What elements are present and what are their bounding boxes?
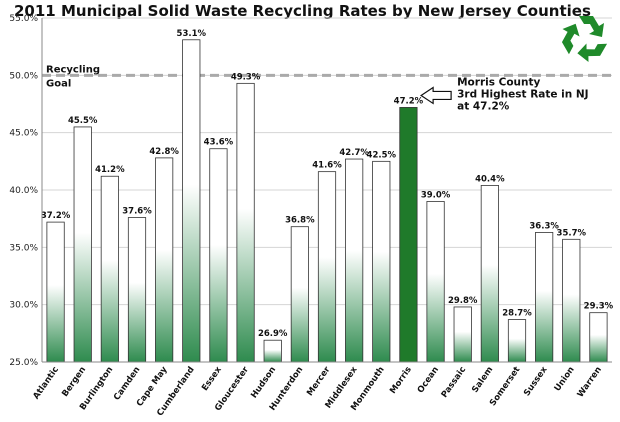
x-tick-label: Atlantic [31, 365, 61, 401]
data-label: 29.8% [448, 296, 478, 306]
data-label: 29.3% [584, 302, 614, 312]
bar-camden [127, 217, 147, 363]
data-label: 41.2% [95, 165, 125, 175]
x-tick-label: Mercer [305, 364, 333, 398]
x-tick-label: Ocean [416, 365, 441, 395]
data-label: 28.7% [502, 309, 532, 319]
data-label: 53.1% [177, 29, 207, 39]
data-label: 42.8% [149, 147, 179, 157]
annotation-line: at 47.2% [457, 100, 510, 112]
data-label: 35.7% [557, 228, 587, 238]
bar-middlesex [345, 158, 364, 363]
data-label: 41.6% [312, 161, 342, 171]
x-tick-label: Bergen [60, 365, 88, 399]
annotation-line: Morris County [457, 76, 540, 88]
bar-warren [589, 312, 608, 363]
y-tick-label: 35.0% [9, 243, 38, 253]
bar-cumberland [182, 39, 201, 363]
data-label: 43.6% [204, 138, 234, 148]
y-tick-label: 45.0% [9, 129, 38, 139]
chart-title: 2011 Municipal Solid Waste Recycling Rat… [14, 2, 591, 20]
bar-gloucester [236, 82, 255, 363]
bar-mercer [317, 171, 337, 363]
data-label: 49.3% [231, 72, 261, 82]
data-label: 39.0% [421, 190, 451, 200]
x-tick-label: Union [553, 365, 577, 393]
y-tick-label: 55.0% [9, 14, 38, 24]
x-tick-label: Warren [576, 365, 604, 399]
y-tick-label: 30.0% [9, 301, 38, 311]
data-label: 26.9% [258, 329, 288, 339]
data-label: 42.7% [339, 148, 369, 158]
x-tick-label: Hudson [249, 365, 278, 400]
y-tick-label: 50.0% [9, 71, 38, 81]
bar-atlantic [46, 221, 65, 363]
bar-cape-may [155, 157, 174, 363]
data-label: 36.3% [529, 221, 559, 231]
x-tick-label: Camden [112, 365, 142, 402]
bar-ocean [426, 201, 445, 363]
y-tick-label: 40.0% [9, 186, 38, 196]
data-label: 37.2% [41, 211, 71, 221]
annotation-arrow [420, 86, 452, 105]
bar-monmouth [372, 160, 391, 363]
x-tick-label: Morris [388, 365, 414, 396]
bar-bergen [73, 126, 92, 363]
y-tick-label: 25.0% [9, 358, 38, 368]
bar-burlington [100, 175, 119, 363]
x-tick-label: Essex [200, 365, 224, 393]
data-label: 45.5% [68, 116, 98, 126]
bar-hudson [263, 339, 282, 363]
x-tick-label: Salem [470, 365, 495, 395]
bar-sussex [535, 232, 554, 363]
bar-passaic [453, 306, 472, 363]
annotation-line: 3rd Highest Rate in NJ [457, 88, 588, 100]
bar-salem [480, 185, 499, 363]
bars: 37.2% 45.5% 41.2% 37.6% 42.8% 53.1% 43.6% 49.3%… [41, 29, 614, 363]
y-axis: 25.0% 30.0% 35.0% 40.0% 45.0% 50.0% 55.0% [9, 14, 612, 368]
data-label: 40.4% [475, 174, 505, 184]
bar-somerset [507, 319, 527, 363]
bar-union [562, 238, 581, 363]
data-label: 37.6% [122, 207, 152, 217]
x-tick-label: Passaic [440, 365, 469, 400]
bar-morris [399, 107, 418, 363]
goal-label-line2: Goal [46, 78, 71, 89]
goal-label-line1: Recycling [46, 64, 100, 75]
x-tick-label: Sussex [522, 365, 550, 399]
goal-line-group: Recycling Goal [42, 64, 612, 89]
data-label: 42.5% [367, 150, 397, 160]
data-label: 36.8% [285, 216, 315, 226]
bar-essex [209, 148, 228, 363]
data-label: 47.2% [394, 96, 424, 106]
recycle-icon [561, 16, 608, 62]
bar-hunterdon [290, 226, 309, 363]
